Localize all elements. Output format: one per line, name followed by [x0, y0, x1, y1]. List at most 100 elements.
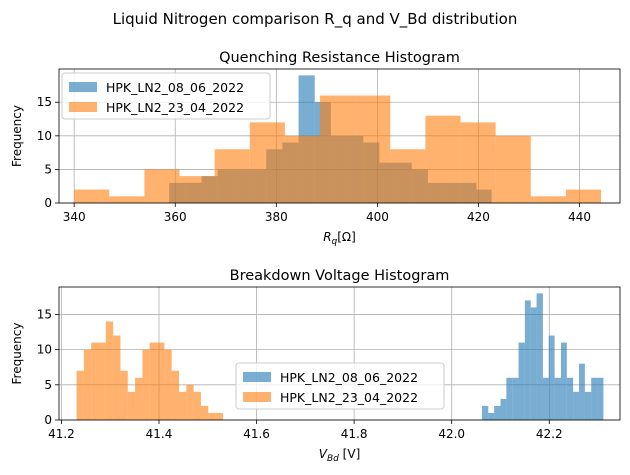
histogram-bar [390, 149, 426, 203]
breakdown-voltage-plot: Breakdown Voltage Histogram 41.2 41.4 41.6 4… [10, 268, 621, 464]
histogram-bar [127, 391, 136, 420]
histogram-bar [214, 149, 250, 203]
histogram-bar [76, 370, 84, 420]
histogram-bar [425, 115, 461, 203]
histogram-bar [105, 321, 114, 420]
x-axis-label-subscript: q [332, 237, 338, 247]
histogram-bar [164, 349, 172, 420]
x-tick-label: 41.2 [48, 427, 75, 441]
histogram-bar [249, 122, 285, 203]
histogram-bar [109, 196, 145, 203]
histogram-bar [179, 391, 187, 420]
x-tick-label: 41.4 [146, 427, 173, 441]
histogram-bar [171, 370, 180, 420]
y-axis-label: Frequency [10, 105, 24, 167]
histogram-bar [208, 412, 216, 420]
x-tick-label: 41.8 [341, 427, 368, 441]
y-tick-label: 15 [37, 95, 52, 109]
x-tick-label: 41.6 [243, 427, 270, 441]
y-tick-label: 5 [44, 378, 52, 392]
histogram-bar [495, 135, 531, 203]
x-axis-label-unit: [V] [339, 447, 360, 461]
x-axis-label-subscript: Bd [327, 454, 339, 464]
histogram-bar [591, 377, 598, 420]
legend-label: HPK_LN2_23_04_2022 [106, 100, 244, 115]
y-axis-label: Frequency [10, 323, 24, 385]
histogram-bar [488, 412, 495, 420]
series-hpk-ln2-23-04-2022 [74, 95, 602, 203]
histogram-bar [542, 377, 549, 420]
x-axis-label-unit: [Ω] [337, 230, 356, 244]
legend-label: HPK_LN2_08_06_2022 [106, 80, 244, 95]
x-axis-label-symbol: V [319, 447, 328, 461]
histogram-bar [530, 307, 537, 420]
histogram-bar [536, 293, 543, 420]
histogram-bar [579, 363, 585, 420]
histogram-bar [98, 342, 106, 420]
x-axis-label-symbol: R [323, 230, 331, 244]
histogram-bar [74, 189, 110, 203]
legend-swatch [69, 102, 97, 112]
plot-frame [58, 286, 621, 421]
histogram-bar [524, 300, 531, 420]
histogram-bar [144, 169, 180, 203]
histogram-bar [179, 176, 215, 203]
y-tick-label: 15 [37, 307, 52, 321]
legend-label: HPK_LN2_08_06_2022 [280, 370, 418, 385]
x-tick-label: 400 [366, 210, 389, 224]
legend-box [61, 72, 271, 120]
histogram-bar [135, 377, 143, 420]
y-tick-label: 0 [44, 196, 52, 210]
series-hpk-ln2-08-06-2022 [481, 293, 604, 420]
histogram-bar [560, 342, 567, 420]
histogram-bar [284, 135, 321, 203]
histogram-bar [548, 335, 555, 420]
histogram-bar [186, 384, 194, 420]
legend: HPK_LN2_08_06_2022 HPK_LN2_23_04_2022 [61, 72, 271, 120]
histogram-bar [506, 377, 513, 420]
histogram-bar [320, 95, 356, 203]
legend-swatch [243, 372, 271, 382]
legend-box [235, 362, 445, 410]
histogram-bar [460, 122, 496, 203]
legend-label: HPK_LN2_23_04_2022 [280, 390, 418, 405]
histogram-bar [193, 391, 201, 420]
chart-title: Quenching Resistance Histogram [219, 50, 460, 66]
histogram-bar [573, 391, 580, 420]
histogram-bar [200, 405, 209, 420]
y-tick-label: 5 [44, 162, 52, 176]
histogram-bar [113, 335, 121, 420]
histogram-bar [530, 196, 566, 203]
y-tick-label: 10 [37, 129, 52, 143]
x-tick-label: 42.0 [438, 427, 465, 441]
x-tick-label: 420 [467, 210, 490, 224]
histogram-bar [120, 370, 128, 420]
chart-title: Breakdown Voltage Histogram [230, 268, 450, 284]
histogram-bar [512, 377, 519, 420]
histogram-bar [565, 189, 602, 203]
histogram-bar [149, 342, 158, 420]
x-tick-label: 360 [164, 210, 187, 224]
quenching-resistance-plot: Quenching Resistance Histogram 340 360 380 4… [10, 50, 621, 247]
histogram-bar [355, 95, 391, 203]
x-tick-label: 340 [63, 210, 86, 224]
legend-swatch [243, 392, 271, 402]
x-axis-label: Rq[Ω] [323, 230, 356, 247]
legend-swatch [69, 82, 97, 92]
histogram-bar [566, 377, 574, 420]
histogram-bar [142, 349, 150, 420]
x-tick-label: 440 [568, 210, 591, 224]
series-hpk-ln2-23-04-2022 [76, 321, 223, 420]
histogram-bar [494, 405, 501, 420]
histogram-bar [518, 342, 525, 420]
histogram-bar [500, 398, 507, 420]
histogram-bar [83, 349, 92, 420]
y-tick-label: 10 [37, 343, 52, 357]
legend: HPK_LN2_08_06_2022 HPK_LN2_23_04_2022 [235, 362, 445, 410]
histogram-bar [91, 342, 99, 420]
histogram-bar [554, 377, 561, 420]
histogram-bar [481, 405, 489, 420]
x-tick-label: 380 [265, 210, 288, 224]
x-tick-label: 42.2 [536, 427, 563, 441]
